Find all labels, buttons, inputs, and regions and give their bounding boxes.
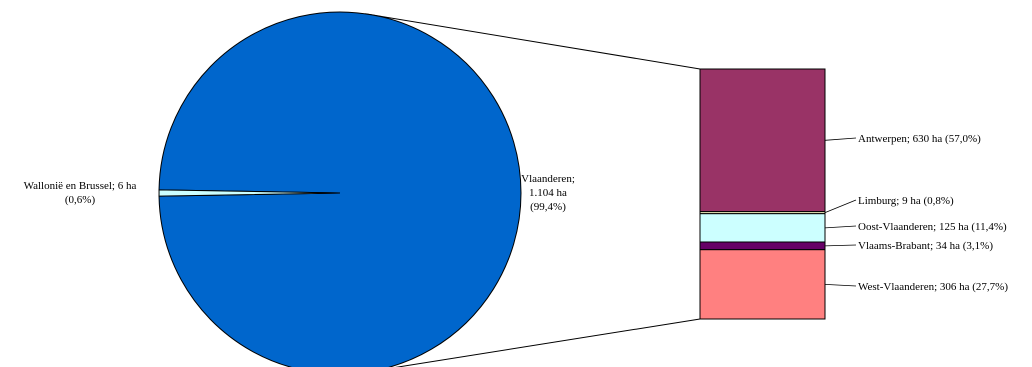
connector-lines — [365, 13, 701, 367]
pie-slice-wallonie-en-brussel — [158, 189, 341, 197]
stacked-bar — [699, 68, 826, 320]
pie — [158, 11, 522, 367]
connector-line-top — [365, 13, 701, 70]
bar-label-vlaams-brabant: Vlaams-Brabant; 34 ha (3,1%) — [858, 240, 993, 252]
connector-line-bottom — [394, 318, 701, 367]
pie-slice-vlaanderen — [158, 11, 522, 367]
leader-line-vlaams-brabant — [824, 244, 857, 247]
bar-label-antwerpen: Antwerpen; 630 ha (57,0%) — [858, 133, 981, 145]
bar-label-limburg: Limburg; 9 ha (0,8%) — [858, 195, 954, 207]
pie-label-wallonie-en-brussel: Wallonië en Brussel; 6 ha (0,6%) — [24, 180, 137, 206]
bar-segment-antwerpen — [699, 68, 826, 213]
leader-line-west-vlaanderen — [824, 283, 857, 287]
leader-line-antwerpen — [824, 137, 857, 141]
bar-label-west-vlaanderen: West-Vlaanderen; 306 ha (27,7%) — [858, 281, 1008, 293]
leader-line-oost-vlaanderen — [824, 225, 857, 229]
bar-segment-vlaams-brabant — [699, 241, 826, 251]
pie-label-vlaanderen: Vlaanderen; 1.104 ha (99,4%) — [521, 173, 575, 213]
bar-segment-west-vlaanderen — [699, 249, 826, 320]
leader-line-limburg — [824, 199, 857, 214]
data-labels: Vlaanderen; 1.104 ha (99,4%) Wallonië en Br… — [24, 133, 1009, 293]
bar-label-oost-vlaanderen: Oost-Vlaanderen; 125 ha (11,4%) — [858, 221, 1007, 233]
bar-segment-oost-vlaanderen — [699, 213, 826, 243]
